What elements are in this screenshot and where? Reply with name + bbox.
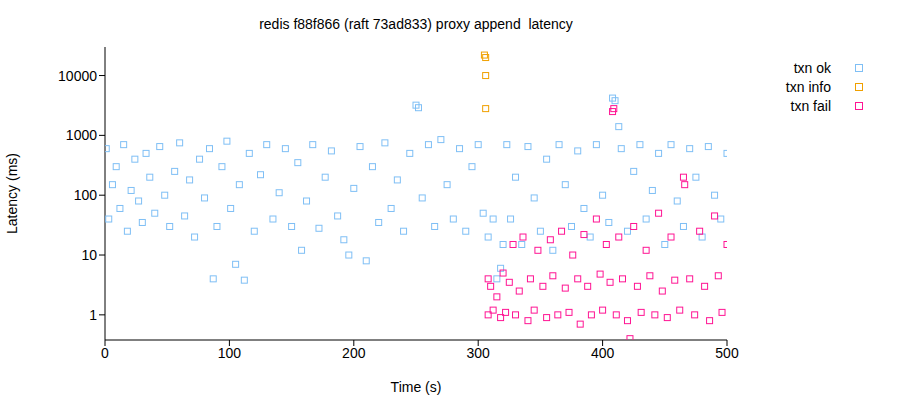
- svg-text:400: 400: [591, 345, 615, 361]
- html-text:redis f88f866 (raft 73ad833) p: redis f88f866 (raft 73ad833) proxy appen…: [259, 16, 573, 32]
- svg-text:1000: 1000: [66, 127, 97, 143]
- svg-text:100: 100: [74, 187, 98, 203]
- svg-text:Latency (ms): Latency (ms): [8, 153, 20, 234]
- svg-text:0: 0: [101, 345, 109, 361]
- svg-text:10: 10: [81, 247, 97, 263]
- html-text:txn fail: txn fail: [790, 97, 831, 114]
- svg-text:500: 500: [715, 345, 739, 361]
- html-text:txn ok: txn ok: [793, 59, 831, 76]
- html-text:txn info: txn info: [785, 78, 831, 95]
- svg-text:300: 300: [467, 345, 491, 361]
- svg-text:1: 1: [89, 307, 97, 323]
- svg-text:100: 100: [218, 345, 242, 361]
- svg-text:Time (s): Time (s): [391, 379, 442, 395]
- svg-text:10000: 10000: [58, 68, 97, 84]
- svg-text:200: 200: [342, 345, 366, 361]
